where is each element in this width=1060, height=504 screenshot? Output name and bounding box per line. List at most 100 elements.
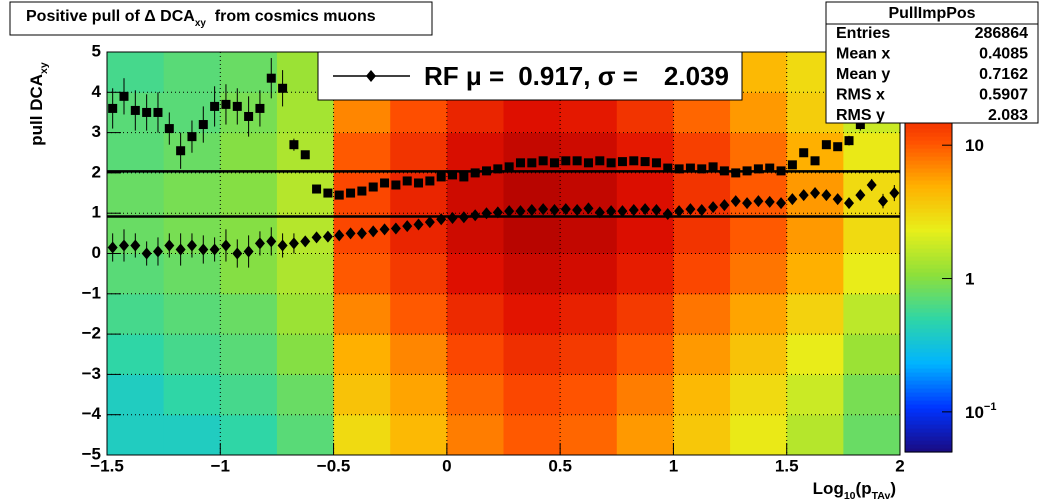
- color-bar-step: [905, 340, 952, 345]
- profile-point: [107, 241, 118, 254]
- y-tick-label: −3: [82, 364, 101, 383]
- heat-cell: [163, 52, 221, 93]
- heat-cell: [503, 334, 561, 375]
- profile-point: [470, 209, 481, 222]
- color-bar-step: [905, 400, 952, 405]
- profile-point: [346, 188, 356, 198]
- profile-point: [300, 150, 310, 160]
- profile-point: [482, 166, 492, 176]
- profile-point: [424, 216, 435, 229]
- heat-cell: [390, 132, 448, 174]
- color-bar-step: [905, 188, 952, 193]
- text-part: Positive pull of Δ DCA: [26, 8, 195, 25]
- profile-point: [311, 231, 322, 244]
- profile-point: [130, 239, 141, 252]
- profile-point: [844, 197, 855, 210]
- color-bar-step: [905, 444, 952, 449]
- profile-point: [402, 220, 413, 233]
- color-bar-step: [905, 184, 952, 189]
- stats-label: Mean x: [836, 46, 890, 63]
- color-bar-step: [905, 440, 952, 445]
- profile-point: [776, 166, 786, 176]
- color-bar-step: [905, 392, 952, 397]
- color-bar-step: [905, 252, 952, 257]
- z-tick-exponent: −1: [984, 401, 997, 413]
- color-bar-step: [905, 420, 952, 425]
- heat-cell: [560, 334, 618, 375]
- heat-cell: [446, 172, 504, 214]
- color-bar-step: [905, 220, 952, 225]
- color-bar-step: [905, 208, 952, 213]
- stats-value: 0.7162: [979, 66, 1028, 83]
- heat-cell: [276, 253, 335, 295]
- heat-cell: [673, 253, 731, 295]
- heat-cell: [390, 334, 448, 375]
- heat-cell: [446, 293, 504, 335]
- heat-cell: [276, 293, 335, 335]
- stats-value: 2.083: [988, 107, 1028, 124]
- heat-cell: [390, 374, 448, 416]
- profile-point: [447, 212, 458, 225]
- color-bar-step: [905, 260, 952, 265]
- heat-cell: [730, 213, 788, 254]
- profile-point: [198, 120, 208, 130]
- y-tick-label: 3: [92, 122, 101, 141]
- heat-cell: [220, 172, 278, 214]
- profile-point: [176, 146, 186, 156]
- profile-point: [833, 142, 843, 152]
- legend-part: 0.917: [518, 61, 583, 91]
- y-tick-label: −5: [82, 444, 101, 463]
- heat-cell: [616, 213, 674, 254]
- stats-value: 0.4085: [979, 46, 1028, 63]
- color-bar-step: [905, 148, 952, 153]
- color-bar-step: [905, 264, 952, 269]
- profile-point: [844, 136, 854, 146]
- heat-cell: [163, 293, 221, 335]
- color-bar-step: [905, 364, 952, 369]
- x-tick-label: 2: [895, 456, 904, 475]
- heat-cell: [220, 374, 278, 416]
- color-bar-step: [905, 232, 952, 237]
- heat-cell: [276, 374, 335, 416]
- heat-cell: [786, 334, 844, 375]
- profile-point: [255, 103, 265, 113]
- profile-point: [628, 203, 639, 216]
- color-bar-step: [905, 180, 952, 185]
- color-bar-step: [905, 216, 952, 221]
- heat-cell: [786, 213, 844, 254]
- profile-point: [663, 163, 673, 173]
- profile-point: [821, 189, 832, 202]
- profile-point: [595, 156, 605, 166]
- heat-cell: [843, 374, 901, 416]
- profile-point: [742, 166, 752, 176]
- color-bar-step: [905, 308, 952, 313]
- color-bar-step: [905, 320, 952, 325]
- profile-point: [492, 206, 503, 219]
- profile-point: [436, 172, 446, 182]
- stats-value: 0.5907: [979, 87, 1028, 104]
- profile-point: [526, 203, 537, 216]
- heat-cell: [503, 293, 561, 335]
- profile-point: [459, 172, 469, 182]
- x-tick-label: 1.5: [775, 456, 799, 475]
- color-bar-step: [905, 348, 952, 353]
- x-tick-label: 0: [442, 456, 451, 475]
- color-bar-step: [905, 332, 952, 337]
- color-bar-step: [905, 200, 952, 205]
- color-bar-step: [905, 128, 952, 133]
- profile-point: [549, 158, 559, 168]
- heat-cell: [163, 414, 221, 456]
- z-tick-label: 10: [965, 137, 984, 156]
- color-bar-step: [905, 344, 952, 349]
- profile-point: [561, 156, 571, 166]
- profile-point: [277, 239, 288, 252]
- color-bar-step: [905, 152, 952, 157]
- profile-point: [832, 193, 843, 206]
- profile-point: [651, 203, 662, 216]
- profile-point: [357, 186, 367, 196]
- z-tick-base: 1: [965, 270, 974, 289]
- heat-cell: [730, 172, 788, 214]
- color-bar-step: [905, 328, 952, 333]
- color-bar-step: [905, 224, 952, 229]
- x-axis-label: Log10(pTAv): [813, 479, 896, 501]
